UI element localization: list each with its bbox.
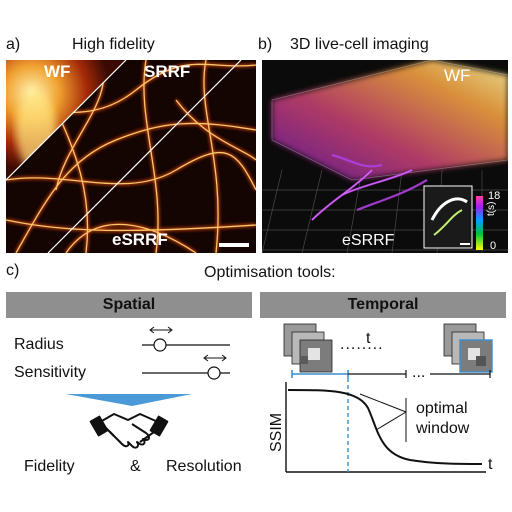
- frame-stack-left: [283, 323, 333, 373]
- double-arrow-icon: [203, 354, 227, 362]
- ssim-ylabel: SSIM: [268, 412, 285, 452]
- panel-c-title: Optimisation tools:: [204, 264, 336, 281]
- double-arrow-icon: [149, 326, 173, 334]
- stack-time-label: t: [366, 330, 371, 347]
- volume-render: [262, 60, 508, 253]
- time-colorbar: [476, 196, 483, 250]
- ssim-xlabel: t: [488, 456, 493, 473]
- region-label-esrrf: eSRRF: [112, 230, 168, 249]
- radius-slider-knob: [153, 338, 167, 352]
- colorbar-unit: t(s): [486, 201, 497, 216]
- radius-slider: [142, 326, 230, 352]
- funnel-arrow-icon: [66, 394, 192, 406]
- annotation-window: window: [416, 420, 470, 437]
- inset-image: [423, 185, 473, 249]
- panel-b-label: b): [258, 36, 273, 53]
- microtubule-image: [6, 60, 256, 253]
- handshake-icon: [89, 413, 169, 449]
- sensitivity-slider: [142, 354, 230, 380]
- stack-dots: ........: [340, 336, 384, 353]
- region-label-esrrf-3d: eSRRF: [342, 232, 395, 249]
- outcome-fidelity: Fidelity: [24, 458, 75, 475]
- frame-stacks: [283, 323, 493, 373]
- region-label-wf: WF: [44, 62, 71, 81]
- param-sensitivity-label: Sensitivity: [14, 364, 87, 381]
- annotation-optimal: optimal: [416, 400, 468, 417]
- panel-b-title: 3D live-cell imaging: [290, 36, 429, 53]
- outcome-ampersand: &: [130, 458, 141, 475]
- scale-bar: [219, 243, 249, 247]
- spatial-sliders: [142, 326, 230, 380]
- colorbar-min: 0: [490, 240, 497, 252]
- colorbar-max: 18: [488, 190, 501, 202]
- region-label-wf-3d: WF: [444, 66, 471, 85]
- ssim-plot: [285, 370, 491, 473]
- spatial-header: Spatial: [6, 292, 252, 318]
- temporal-header: Temporal: [260, 292, 506, 318]
- panel-c-label: c): [6, 262, 20, 279]
- param-radius-label: Radius: [14, 336, 64, 353]
- frame-stack-right: [443, 323, 493, 373]
- ssim-curve: [287, 389, 483, 465]
- panel-a-title: High fidelity: [72, 36, 155, 53]
- panel-a-label: a): [6, 36, 21, 53]
- funnel-to-handshake: [66, 394, 192, 449]
- timeline-ellipsis: ...: [412, 364, 426, 381]
- region-label-srrf: SRRF: [144, 62, 191, 81]
- outcome-resolution: Resolution: [166, 458, 242, 475]
- sensitivity-slider-knob: [207, 366, 221, 380]
